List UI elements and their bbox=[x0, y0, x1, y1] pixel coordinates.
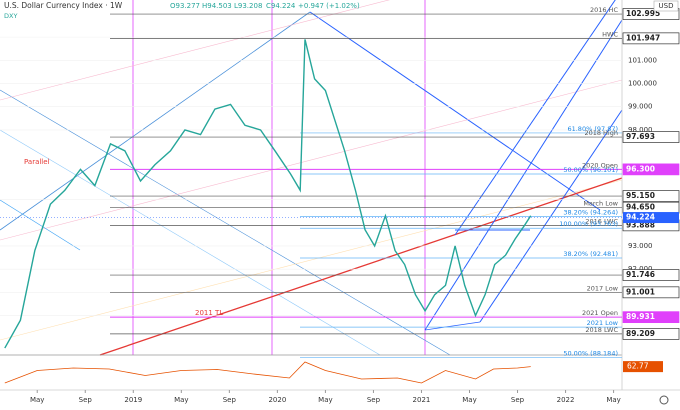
level-label: 2018 High bbox=[584, 129, 618, 137]
price-box-label: 94.650 bbox=[626, 203, 655, 212]
x-tick-label: May bbox=[30, 396, 44, 404]
trend-line bbox=[0, 179, 623, 341]
price-line bbox=[4, 39, 532, 349]
price-box-label: 97.693 bbox=[626, 132, 655, 141]
level-label: 100.00% (93.763) bbox=[559, 220, 618, 228]
ohlc-change: +0.947 (+1.02%) bbox=[298, 2, 360, 10]
price-box-label: 89.209 bbox=[626, 329, 655, 338]
pitchfork bbox=[424, 321, 481, 331]
level-label: March Low bbox=[583, 200, 618, 208]
price-box bbox=[622, 286, 680, 299]
x-tick-label: 2021 bbox=[413, 396, 431, 404]
level-label: 2016 LWC bbox=[585, 217, 618, 225]
level-label: HWC bbox=[602, 30, 618, 38]
price-box bbox=[622, 8, 680, 20]
price-box bbox=[622, 163, 680, 176]
pitchfork bbox=[424, 19, 623, 331]
annotation: 2011 TL bbox=[195, 309, 223, 317]
rsi-label: 62.77 bbox=[627, 362, 649, 371]
level-label: 2020 Open bbox=[582, 161, 618, 169]
chart-title: U.S. Dollar Currency Index · 1W bbox=[4, 1, 123, 10]
trend-line bbox=[0, 0, 390, 101]
x-tick-label: May bbox=[318, 396, 332, 404]
pitchfork bbox=[454, 0, 616, 236]
x-tick-label: May bbox=[462, 396, 476, 404]
pitchfork bbox=[479, 109, 623, 323]
x-tick-label: Sep bbox=[511, 396, 525, 404]
level-label: 2017 Low bbox=[587, 284, 619, 292]
price-box bbox=[622, 269, 680, 281]
y-tick-label: 99.000 bbox=[628, 103, 653, 111]
price-box-label: 93.888 bbox=[626, 220, 655, 229]
price-box-label: 102.995 bbox=[626, 9, 660, 18]
ohlc-close: C94.224 bbox=[266, 2, 296, 10]
price-box-label: 101.947 bbox=[626, 33, 660, 42]
trend-line bbox=[309, 11, 601, 211]
y-tick-label: 92.000 bbox=[628, 265, 653, 273]
level-label: 2021 Open bbox=[582, 309, 618, 317]
annotation: Parallel bbox=[24, 158, 50, 166]
price-box-label: 91.001 bbox=[626, 287, 655, 296]
settings-icon[interactable] bbox=[659, 395, 669, 405]
level-label: 61.80% (97.87) bbox=[567, 125, 618, 133]
price-box bbox=[622, 32, 680, 45]
currency-box[interactable] bbox=[653, 0, 679, 12]
level-label: 2021 Low bbox=[587, 319, 619, 327]
last-price-box bbox=[623, 212, 679, 224]
y-tick-label: 93.000 bbox=[628, 242, 653, 250]
currency[interactable]: USD bbox=[659, 2, 674, 10]
y-tick-label: 101.000 bbox=[628, 56, 657, 64]
price-box-label: 91.746 bbox=[626, 270, 655, 279]
price-box bbox=[622, 190, 680, 202]
ohlc-open: O93.277 bbox=[170, 2, 200, 10]
x-tick-label: Sep bbox=[79, 396, 93, 404]
x-tick-label: 2022 bbox=[557, 396, 575, 404]
moving-average bbox=[0, 199, 81, 251]
ohlc-high: H94.503 bbox=[202, 2, 232, 10]
level-label: 38.20% (92.481) bbox=[563, 250, 618, 258]
price-box bbox=[622, 328, 680, 340]
level-label: 50.00% (96.101) bbox=[563, 166, 618, 174]
level-label: 2018 LWC bbox=[585, 326, 618, 334]
series-name: DXY bbox=[4, 12, 17, 20]
level-label: 50.00% (88.184) bbox=[563, 350, 618, 358]
y-tick-label: 98.000 bbox=[628, 126, 653, 134]
trend-line bbox=[0, 89, 451, 356]
price-box bbox=[622, 311, 680, 324]
price-box-label: 95.150 bbox=[626, 191, 655, 200]
price-box-label: 89.931 bbox=[626, 312, 655, 321]
rsi-box bbox=[623, 361, 663, 373]
x-tick-label: 2019 bbox=[124, 396, 142, 404]
x-tick-label: Sep bbox=[367, 396, 381, 404]
level-label: 38.20% (94.264) bbox=[563, 209, 618, 217]
x-tick-label: Sep bbox=[223, 396, 237, 404]
rsi-line bbox=[4, 361, 531, 384]
last-price-label: 94.224 bbox=[626, 213, 655, 222]
price-box-label: 96.300 bbox=[626, 164, 655, 173]
level-label: 2016 HC bbox=[590, 6, 618, 14]
y-tick-label: 100.000 bbox=[628, 80, 657, 88]
ohlc-low: L93.208 bbox=[234, 2, 262, 10]
x-tick-label: 2020 bbox=[268, 396, 286, 404]
price-box bbox=[622, 131, 680, 143]
trend-line bbox=[0, 11, 311, 231]
x-tick-label: May bbox=[174, 396, 188, 404]
layer: 90.00091.00092.00093.00095.00098.00099.0… bbox=[0, 6, 680, 404]
x-tick-label: May bbox=[606, 396, 620, 404]
